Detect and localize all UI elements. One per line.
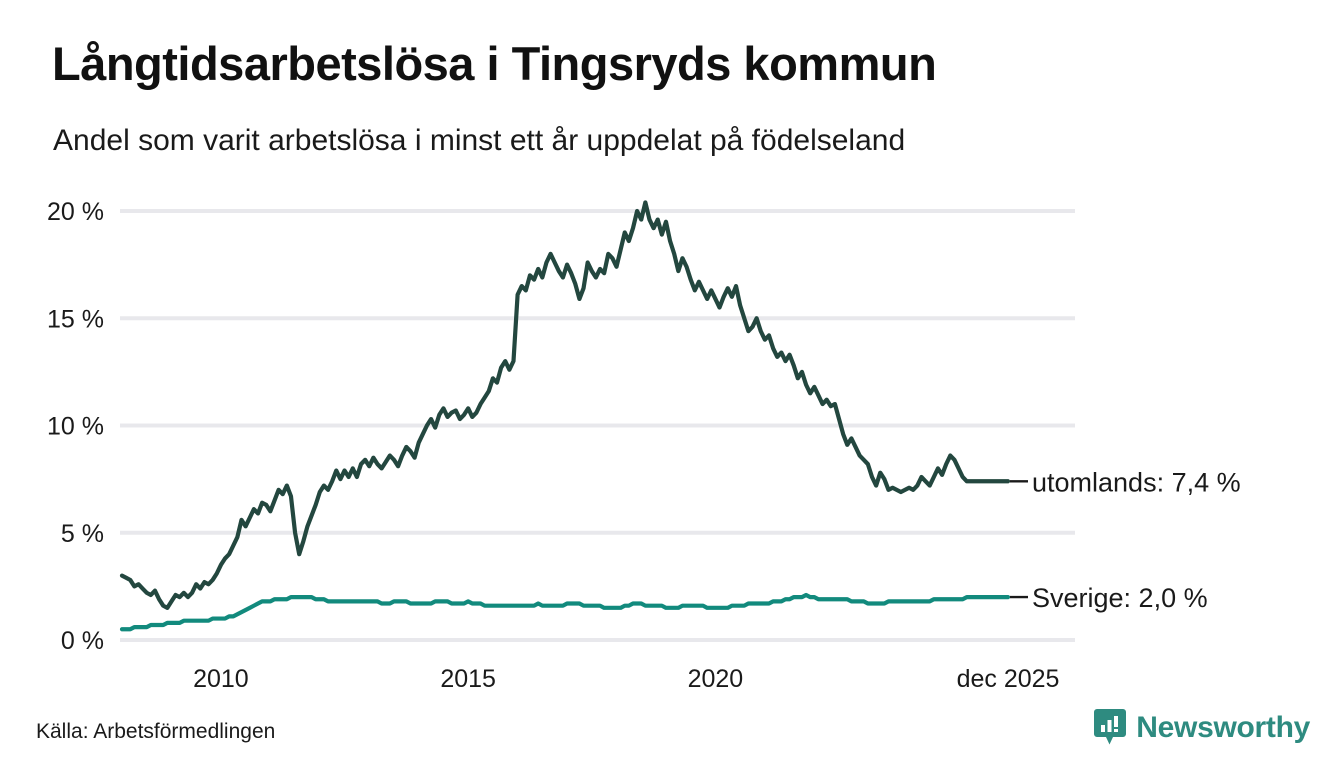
x-axis-tick-labels: 2010 2015 2020 dec 2025	[193, 665, 1059, 693]
brand-logo: Newsworthy	[1093, 708, 1310, 748]
x-axis-tick-label: 2020	[688, 665, 744, 693]
page-subtitle: Andel som varit arbetslösa i minst ett å…	[53, 124, 906, 157]
series-label-Sverige: Sverige: 2,0 %	[1032, 583, 1208, 613]
series-line-Sverige	[119, 592, 1011, 632]
series-line-utomlands	[119, 200, 1011, 610]
source-note: Källa: Arbetsförmedlingen	[36, 720, 276, 743]
x-axis-tick-label: 2010	[193, 665, 249, 693]
y-axis-tick-label: 10 %	[47, 413, 104, 441]
series-inline-labels: utomlands: 7,4 % Sverige: 2,0 %	[1010, 467, 1241, 613]
y-axis-tick-label: 5 %	[61, 520, 104, 548]
y-axis-tick-label: 15 %	[47, 305, 104, 333]
x-axis-tick-label: dec 2025	[957, 665, 1060, 693]
series-lines	[119, 200, 1011, 632]
y-axis-tick-label: 20 %	[47, 198, 104, 226]
page-title: Långtidsarbetslösa i Tingsryds kommun	[52, 37, 937, 90]
series-label-utomlands: utomlands: 7,4 %	[1032, 467, 1241, 497]
brand-name: Newsworthy	[1136, 711, 1310, 744]
y-axis-tick-labels: 0 % 5 % 10 % 15 % 20 %	[47, 198, 104, 655]
bar-chart-bubble-icon	[1094, 709, 1127, 745]
y-axis-tick-label: 0 %	[61, 627, 104, 655]
x-axis-tick-label: 2015	[440, 665, 496, 693]
gridlines	[120, 209, 1075, 642]
